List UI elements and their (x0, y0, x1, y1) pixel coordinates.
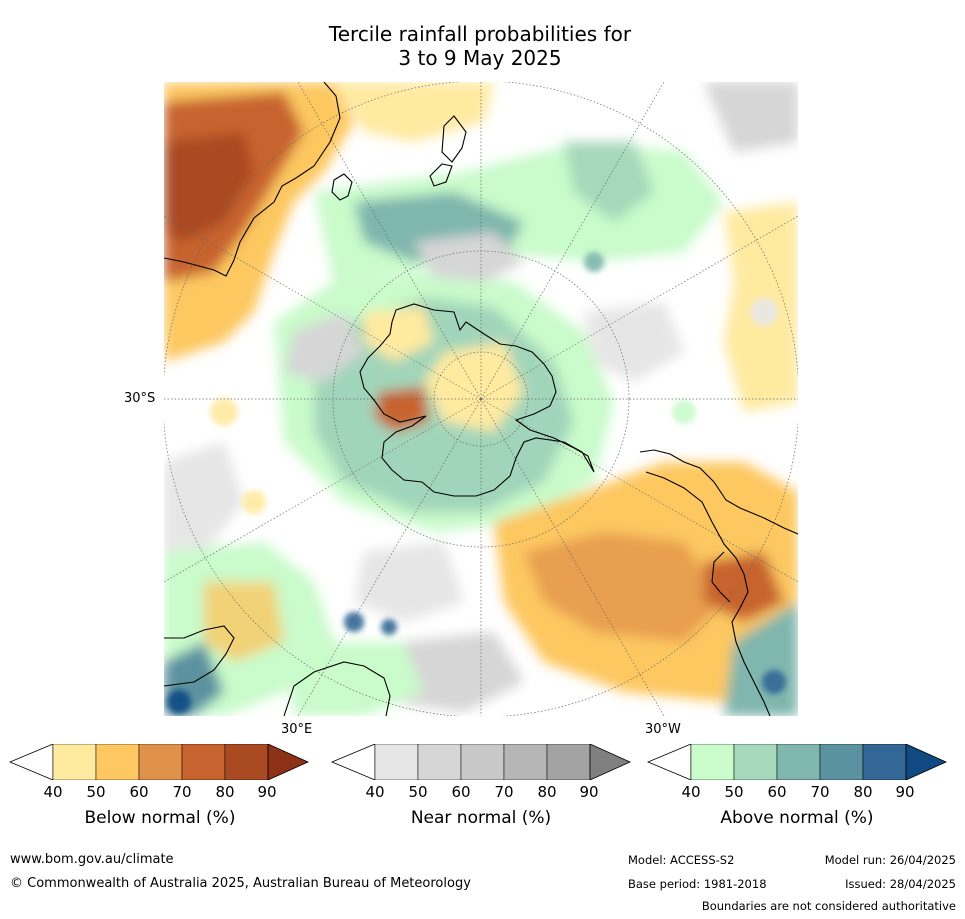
colorbar-above-normal-swatches (647, 744, 947, 780)
footer-base-period: Base period: 1981-2018 (628, 877, 767, 891)
colorbar-swatch (138, 744, 183, 780)
colorbar-lower-extend (331, 744, 376, 780)
colorbar-near-label: Near normal (%) (410, 808, 552, 828)
coastlines (164, 82, 798, 716)
colorbar-below-normal-swatches (9, 744, 309, 780)
colorbar-near-tick: 90 (579, 783, 599, 801)
colorbar-swatch (733, 744, 778, 780)
probability-map (164, 82, 798, 716)
colorbar-below-label: Below normal (%) (84, 808, 236, 828)
colorbar-swatch (374, 744, 419, 780)
footer-model-run: Model run: 26/04/2025 (824, 853, 956, 867)
colorbar-near-tick: 40 (365, 783, 385, 801)
colorbar-lower-extend (647, 744, 692, 780)
colorbar-swatch (862, 744, 907, 780)
colorbar-swatch (460, 744, 505, 780)
colorbar-near-tick: 80 (537, 783, 557, 801)
colorbar-near-tick: 60 (451, 783, 471, 801)
footer-model: Model: ACCESS-S2 (628, 853, 735, 867)
colorbar-swatch (690, 744, 735, 780)
title-line-1: Tercile rainfall probabilities for (328, 22, 632, 46)
graticule (164, 82, 798, 716)
colorbar-above-tick: 40 (681, 783, 701, 801)
colorbar-swatch (52, 744, 97, 780)
colorbar-swatch (224, 744, 269, 780)
colorbar-swatch (503, 744, 548, 780)
colorbar-swatch (181, 744, 226, 780)
lon-label-30w: 30°W (645, 722, 681, 737)
colorbar-below-normal (9, 744, 309, 780)
map-title: Tercile rainfall probabilities for 3 to … (160, 22, 800, 70)
colorbar-below-tick: 50 (86, 783, 106, 801)
colorbar-near-normal-swatches (331, 744, 631, 780)
colorbar-below-tick: 40 (43, 783, 63, 801)
lon-label-30e: 30°E (281, 722, 313, 737)
colorbar-below-tick: 80 (215, 783, 235, 801)
colorbar-below-tick: 70 (172, 783, 192, 801)
colorbar-near-normal (331, 744, 631, 780)
colorbar-lower-extend (9, 744, 54, 780)
map-canvas (164, 82, 798, 716)
colorbar-swatch (546, 744, 591, 780)
footer-disclaimer: Boundaries are not considered authoritat… (701, 899, 956, 913)
colorbar-above-tick: 50 (724, 783, 744, 801)
probability-fields (164, 82, 798, 716)
colorbar-below-tick: 60 (129, 783, 149, 801)
colorbar-swatch (417, 744, 462, 780)
colorbar-upper-extend (267, 744, 309, 780)
footer-copyright: © Commonwealth of Australia 2025, Austra… (10, 876, 471, 891)
colorbar-near-tick: 70 (494, 783, 514, 801)
colorbar-above-tick: 80 (853, 783, 873, 801)
colorbar-above-tick: 70 (810, 783, 830, 801)
probability-speckle (167, 252, 786, 714)
colorbar-above-tick: 90 (895, 783, 915, 801)
colorbar-upper-extend (905, 744, 947, 780)
colorbar-swatch (95, 744, 140, 780)
colorbar-above-tick: 60 (767, 783, 787, 801)
colorbar-below-tick: 90 (257, 783, 277, 801)
colorbar-swatch (776, 744, 821, 780)
footer-url: www.bom.gov.au/climate (10, 852, 174, 867)
footer-issued: Issued: 28/04/2025 (845, 877, 956, 891)
colorbar-above-normal (647, 744, 947, 780)
colorbar-swatch (819, 744, 864, 780)
colorbar-near-tick: 50 (408, 783, 428, 801)
colorbar-above-label: Above normal (%) (720, 808, 874, 828)
lat-label-30s: 30°S (124, 391, 156, 406)
colorbar-upper-extend (589, 744, 631, 780)
title-line-2: 3 to 9 May 2025 (398, 46, 562, 70)
